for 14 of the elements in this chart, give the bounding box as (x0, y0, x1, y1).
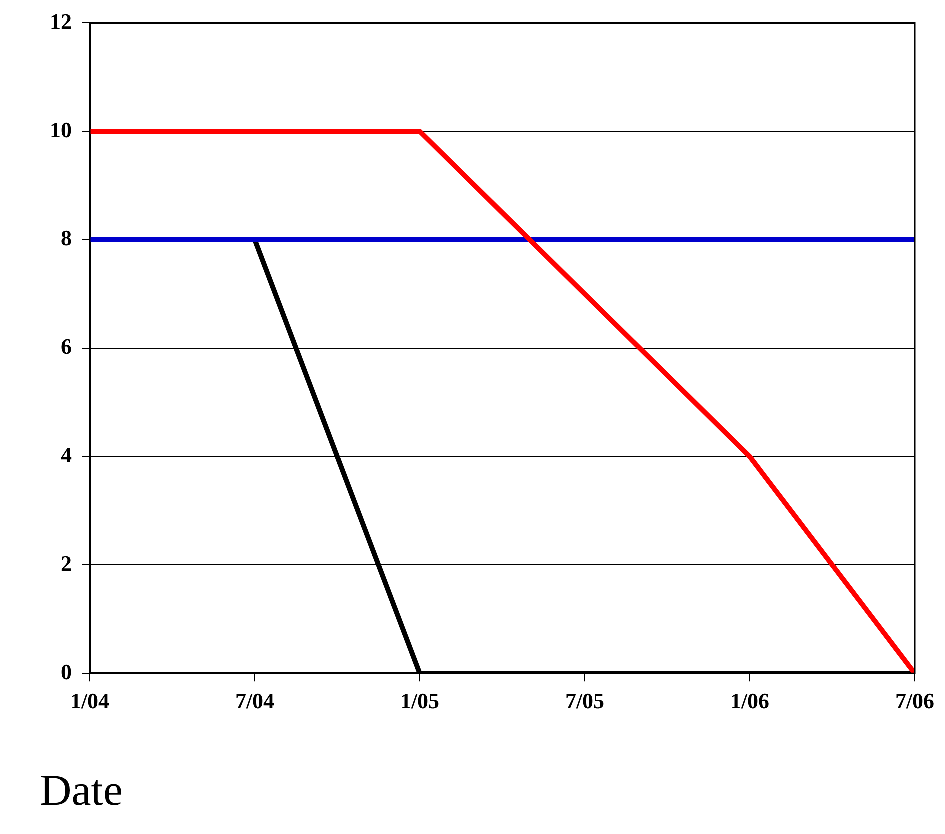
y-tick-label: 6 (61, 334, 72, 360)
x-tick-label: 7/04 (235, 688, 275, 714)
y-tick-label: 0 (61, 659, 72, 684)
x-tick-label: 7/05 (565, 688, 605, 714)
y-tick-label: 2 (61, 550, 72, 576)
x-tick-label: 1/04 (70, 688, 110, 714)
x-tick-label: 7/06 (895, 688, 935, 714)
y-tick-label: 10 (50, 117, 72, 142)
x-axis-title: Date (40, 766, 124, 815)
x-tick-label: 1/05 (400, 688, 440, 714)
y-tick-label: 8 (61, 226, 72, 251)
y-tick-label: 4 (61, 442, 72, 468)
y-tick-label: 12 (50, 8, 72, 34)
x-tick-label: 1/06 (730, 688, 770, 714)
